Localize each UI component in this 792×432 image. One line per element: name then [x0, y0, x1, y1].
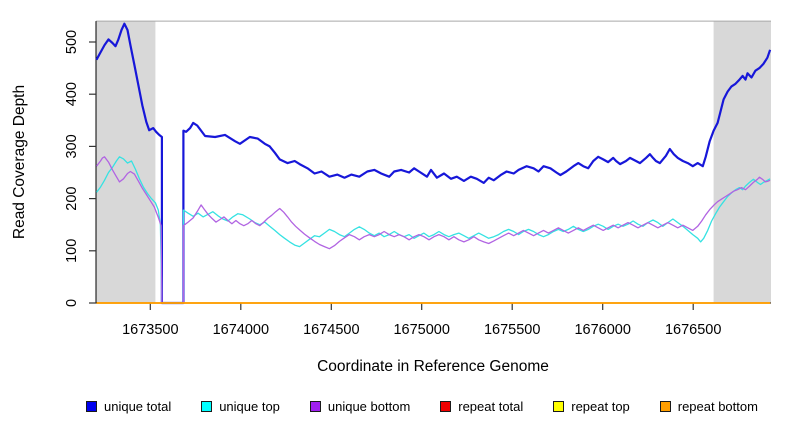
- y-tick-label: 200: [64, 186, 80, 210]
- legend-swatch: [309, 400, 321, 412]
- x-tick-label: 1676500: [665, 322, 721, 338]
- legend-swatch: [440, 400, 452, 412]
- legend-label: repeat top: [571, 398, 630, 414]
- repeat-region-shading: [713, 21, 771, 303]
- x-tick-label: 1675000: [393, 322, 449, 338]
- y-tick-label: 300: [64, 134, 80, 158]
- y-tick-label: 100: [64, 239, 80, 263]
- legend-item-repeat-top: repeat top: [553, 399, 630, 414]
- y-tick-label: 400: [64, 82, 80, 106]
- legend-swatch: [86, 400, 97, 412]
- legend-swatch: [201, 400, 213, 412]
- legend-item-unique-total: unique total: [86, 399, 171, 414]
- x-tick-label: 1674000: [213, 322, 269, 338]
- series-unique-total-line: [95, 22, 772, 305]
- legend-item-unique-bottom: unique bottom: [309, 398, 411, 414]
- y-tick-label: 500: [64, 30, 80, 54]
- chart-legend: unique total unique top unique bottom repea…: [86, 398, 758, 414]
- legend-label: repeat total: [458, 398, 524, 414]
- legend-label: unique total: [104, 398, 172, 414]
- x-tick-label: 1673500: [122, 322, 178, 338]
- legend-item-repeat-total: repeat total: [440, 399, 523, 414]
- legend-label: repeat bottom: [677, 398, 758, 414]
- legend-label: unique bottom: [327, 398, 411, 414]
- x-axis-title: Coordinate in Reference Genome: [317, 358, 549, 375]
- x-tick-label: 1676000: [574, 322, 630, 338]
- y-tick-label: 0: [64, 299, 80, 307]
- legend-swatch: [553, 400, 565, 412]
- x-tick-label: 1674500: [303, 322, 359, 338]
- legend-label: unique top: [219, 398, 280, 414]
- series-unique-top-line: [95, 156, 771, 304]
- legend-swatch: [659, 400, 671, 412]
- y-axis-title: Read Coverage Depth: [11, 85, 28, 239]
- legend-item-unique-top: unique top: [201, 399, 280, 414]
- legend-item-repeat-bottom: repeat bottom: [659, 398, 758, 414]
- series-unique-bottom-line: [95, 156, 771, 304]
- x-tick-label: 1675500: [484, 322, 540, 338]
